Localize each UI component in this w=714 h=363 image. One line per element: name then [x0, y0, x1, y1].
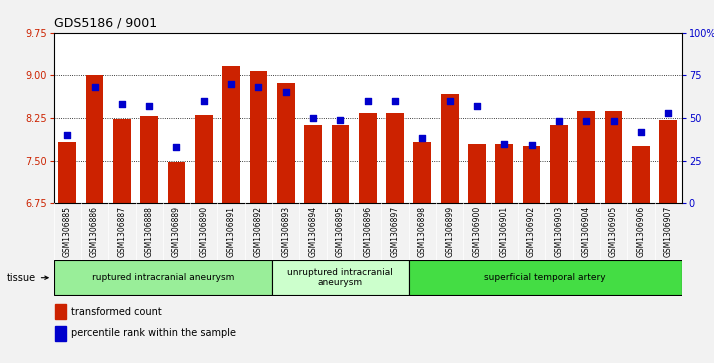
Bar: [659, 120, 677, 203]
Point: [417, 135, 428, 141]
Text: ruptured intracranial aneurysm: ruptured intracranial aneurysm: [91, 273, 234, 282]
Point: [171, 144, 182, 150]
Text: GSM1306904: GSM1306904: [582, 206, 590, 257]
Text: GSM1306907: GSM1306907: [664, 206, 673, 257]
Text: unruptured intracranial
aneurysm: unruptured intracranial aneurysm: [288, 268, 393, 287]
Text: GSM1306900: GSM1306900: [473, 206, 481, 257]
Bar: [359, 113, 376, 203]
Text: superficial temporal artery: superficial temporal artery: [485, 273, 606, 282]
Bar: [408, 260, 682, 295]
Bar: [55, 326, 66, 341]
Text: GDS5186 / 9001: GDS5186 / 9001: [54, 16, 156, 29]
Bar: [496, 144, 513, 203]
Text: percentile rank within the sample: percentile rank within the sample: [71, 329, 236, 338]
Text: GSM1306906: GSM1306906: [636, 206, 645, 257]
Text: GSM1306888: GSM1306888: [145, 206, 154, 257]
Point: [61, 132, 73, 138]
Point: [663, 110, 674, 116]
Point: [307, 115, 318, 121]
Point: [144, 103, 155, 109]
Bar: [277, 83, 295, 203]
Point: [635, 129, 647, 135]
Bar: [140, 116, 158, 203]
Text: GSM1306897: GSM1306897: [391, 206, 400, 257]
Bar: [113, 119, 131, 203]
Text: GSM1306885: GSM1306885: [63, 206, 71, 257]
Point: [580, 118, 592, 124]
Bar: [550, 125, 568, 203]
Point: [389, 98, 401, 104]
Point: [89, 84, 100, 90]
Point: [253, 84, 264, 90]
Bar: [523, 146, 540, 203]
Text: GSM1306891: GSM1306891: [226, 206, 236, 257]
Point: [444, 98, 456, 104]
Bar: [632, 146, 650, 203]
Bar: [331, 125, 349, 203]
Point: [608, 118, 619, 124]
Bar: [468, 144, 486, 203]
Bar: [55, 304, 66, 319]
Text: transformed count: transformed count: [71, 307, 162, 317]
Bar: [195, 115, 213, 203]
Point: [198, 98, 209, 104]
Bar: [168, 162, 186, 203]
Bar: [304, 125, 322, 203]
Text: GSM1306893: GSM1306893: [281, 206, 291, 257]
Text: GSM1306898: GSM1306898: [418, 206, 427, 257]
Text: tissue: tissue: [7, 273, 36, 283]
Bar: [413, 142, 431, 203]
Text: GSM1306902: GSM1306902: [527, 206, 536, 257]
Point: [116, 101, 128, 107]
Text: GSM1306889: GSM1306889: [172, 206, 181, 257]
Text: GSM1306886: GSM1306886: [90, 206, 99, 257]
Text: GSM1306901: GSM1306901: [500, 206, 509, 257]
Bar: [59, 142, 76, 203]
Point: [526, 142, 538, 148]
Text: GSM1306892: GSM1306892: [254, 206, 263, 257]
Bar: [54, 260, 272, 295]
Text: GSM1306905: GSM1306905: [609, 206, 618, 257]
Bar: [86, 75, 104, 203]
Point: [335, 117, 346, 123]
Bar: [222, 66, 240, 203]
Bar: [272, 260, 408, 295]
Text: GSM1306894: GSM1306894: [308, 206, 318, 257]
Bar: [250, 72, 267, 203]
Text: GSM1306899: GSM1306899: [445, 206, 454, 257]
Point: [280, 90, 291, 95]
Text: GSM1306887: GSM1306887: [117, 206, 126, 257]
Point: [553, 118, 565, 124]
Text: GSM1306903: GSM1306903: [555, 206, 563, 257]
Point: [471, 103, 483, 109]
Bar: [386, 113, 404, 203]
Bar: [441, 94, 458, 203]
Point: [498, 141, 510, 147]
Point: [226, 81, 237, 87]
Bar: [605, 111, 623, 203]
Bar: [578, 111, 595, 203]
Text: GSM1306896: GSM1306896: [363, 206, 372, 257]
Text: GSM1306895: GSM1306895: [336, 206, 345, 257]
Text: GSM1306890: GSM1306890: [199, 206, 208, 257]
Point: [362, 98, 373, 104]
